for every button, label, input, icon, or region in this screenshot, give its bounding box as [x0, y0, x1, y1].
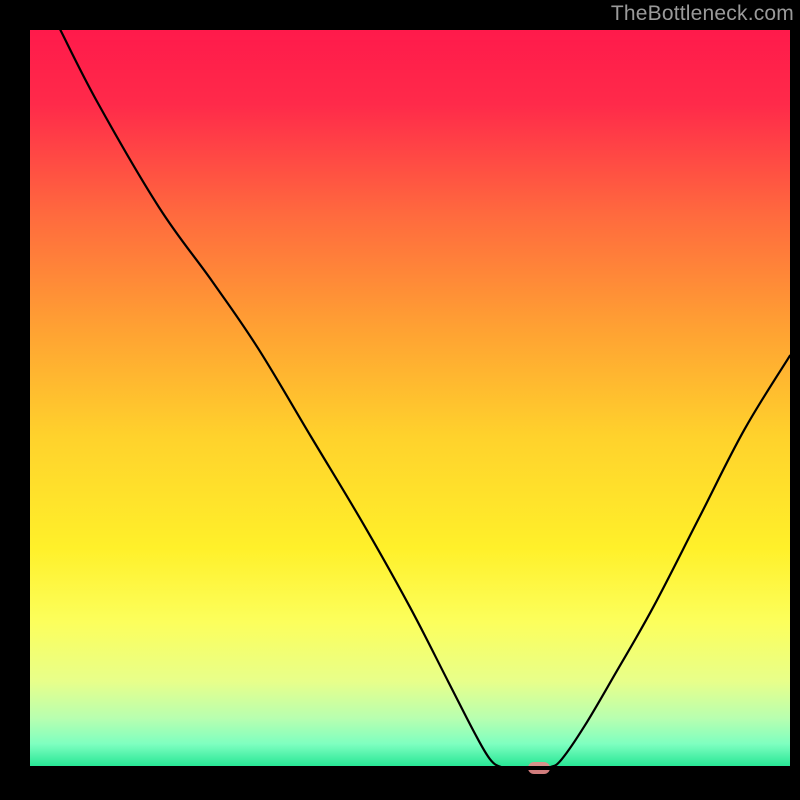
- bottleneck-curve: [60, 30, 790, 769]
- watermark-label: TheBottleneck.com: [611, 2, 794, 26]
- curve-layer: [30, 30, 790, 770]
- plot-area: [30, 30, 790, 770]
- plot-bottom-border: [30, 766, 790, 770]
- chart-frame: TheBottleneck.com: [0, 0, 800, 800]
